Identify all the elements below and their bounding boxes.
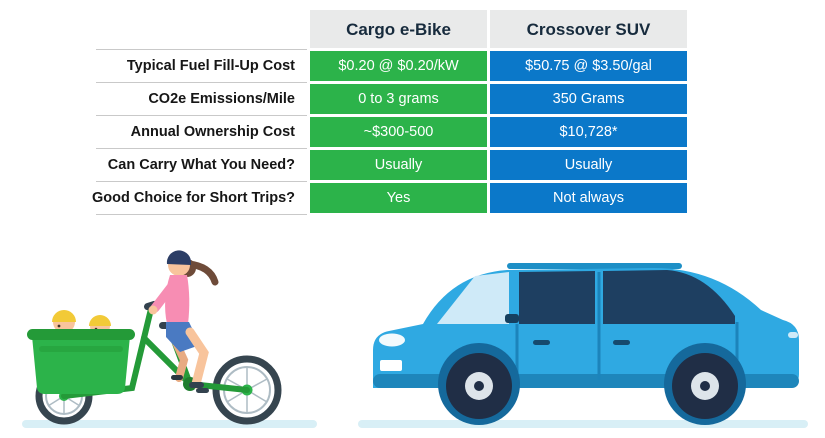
bike-value-short-trips: Yes	[310, 183, 487, 213]
suv-value-emissions: 350 Grams	[490, 84, 687, 114]
rider-arm	[150, 277, 180, 313]
rider-helmet	[166, 250, 191, 265]
row-label-emissions: CO2e Emissions/Mile	[96, 84, 307, 116]
suv-value-carry: Usually	[490, 150, 687, 180]
suv-front-wheel	[438, 343, 520, 425]
rider-back-shoe	[171, 375, 183, 380]
suv-tail-light	[788, 332, 798, 338]
column-header-suv: Crossover SUV	[490, 10, 687, 48]
rider	[148, 250, 219, 389]
suv-value-fuel-cost: $50.75 @ $3.50/gal	[490, 51, 687, 81]
suv-windshield	[437, 272, 509, 324]
suv-door-handle-front	[533, 340, 550, 345]
cargo-box	[27, 329, 135, 394]
suv-value-ownership-cost: $10,728*	[490, 117, 687, 147]
rider-hand	[148, 305, 158, 315]
row-label-short-trips: Good Choice for Short Trips?	[92, 183, 307, 215]
row-label-ownership-cost: Annual Ownership Cost	[96, 117, 307, 149]
suv-rear-window	[603, 270, 735, 324]
suv-roof-rail	[507, 263, 682, 269]
column-header-bike: Cargo e-Bike	[310, 10, 487, 48]
suv-rear-wheel	[664, 343, 746, 425]
child-passenger-front	[52, 310, 76, 333]
suv-side-mirror	[505, 314, 519, 323]
bike-pedal	[196, 388, 209, 393]
cargo-ebike-illustration	[27, 250, 282, 425]
rider-front-shoe	[189, 382, 204, 388]
bike-value-ownership-cost: ~$300-500	[310, 117, 487, 147]
bike-value-emissions: 0 to 3 grams	[310, 84, 487, 114]
suv-headlight	[379, 333, 405, 347]
rider-front-leg	[185, 327, 209, 389]
bike-value-carry: Usually	[310, 150, 487, 180]
comparison-table: Cargo e-Bike Crossover SUV Typical Fuel …	[92, 10, 687, 215]
suv-value-short-trips: Not always	[490, 183, 687, 213]
ground-strip-left	[22, 420, 317, 428]
row-label-carry: Can Carry What You Need?	[96, 150, 307, 182]
suv-front-window	[519, 271, 595, 324]
crossover-suv-illustration	[373, 263, 799, 425]
ground-strip-right	[358, 420, 808, 428]
header-spacer	[96, 10, 307, 48]
row-label-fuel-cost: Typical Fuel Fill-Up Cost	[96, 49, 307, 83]
bike-value-fuel-cost: $0.20 @ $0.20/kW	[310, 51, 487, 81]
suv-license-plate	[380, 360, 402, 371]
suv-door-handle-rear	[613, 340, 630, 345]
